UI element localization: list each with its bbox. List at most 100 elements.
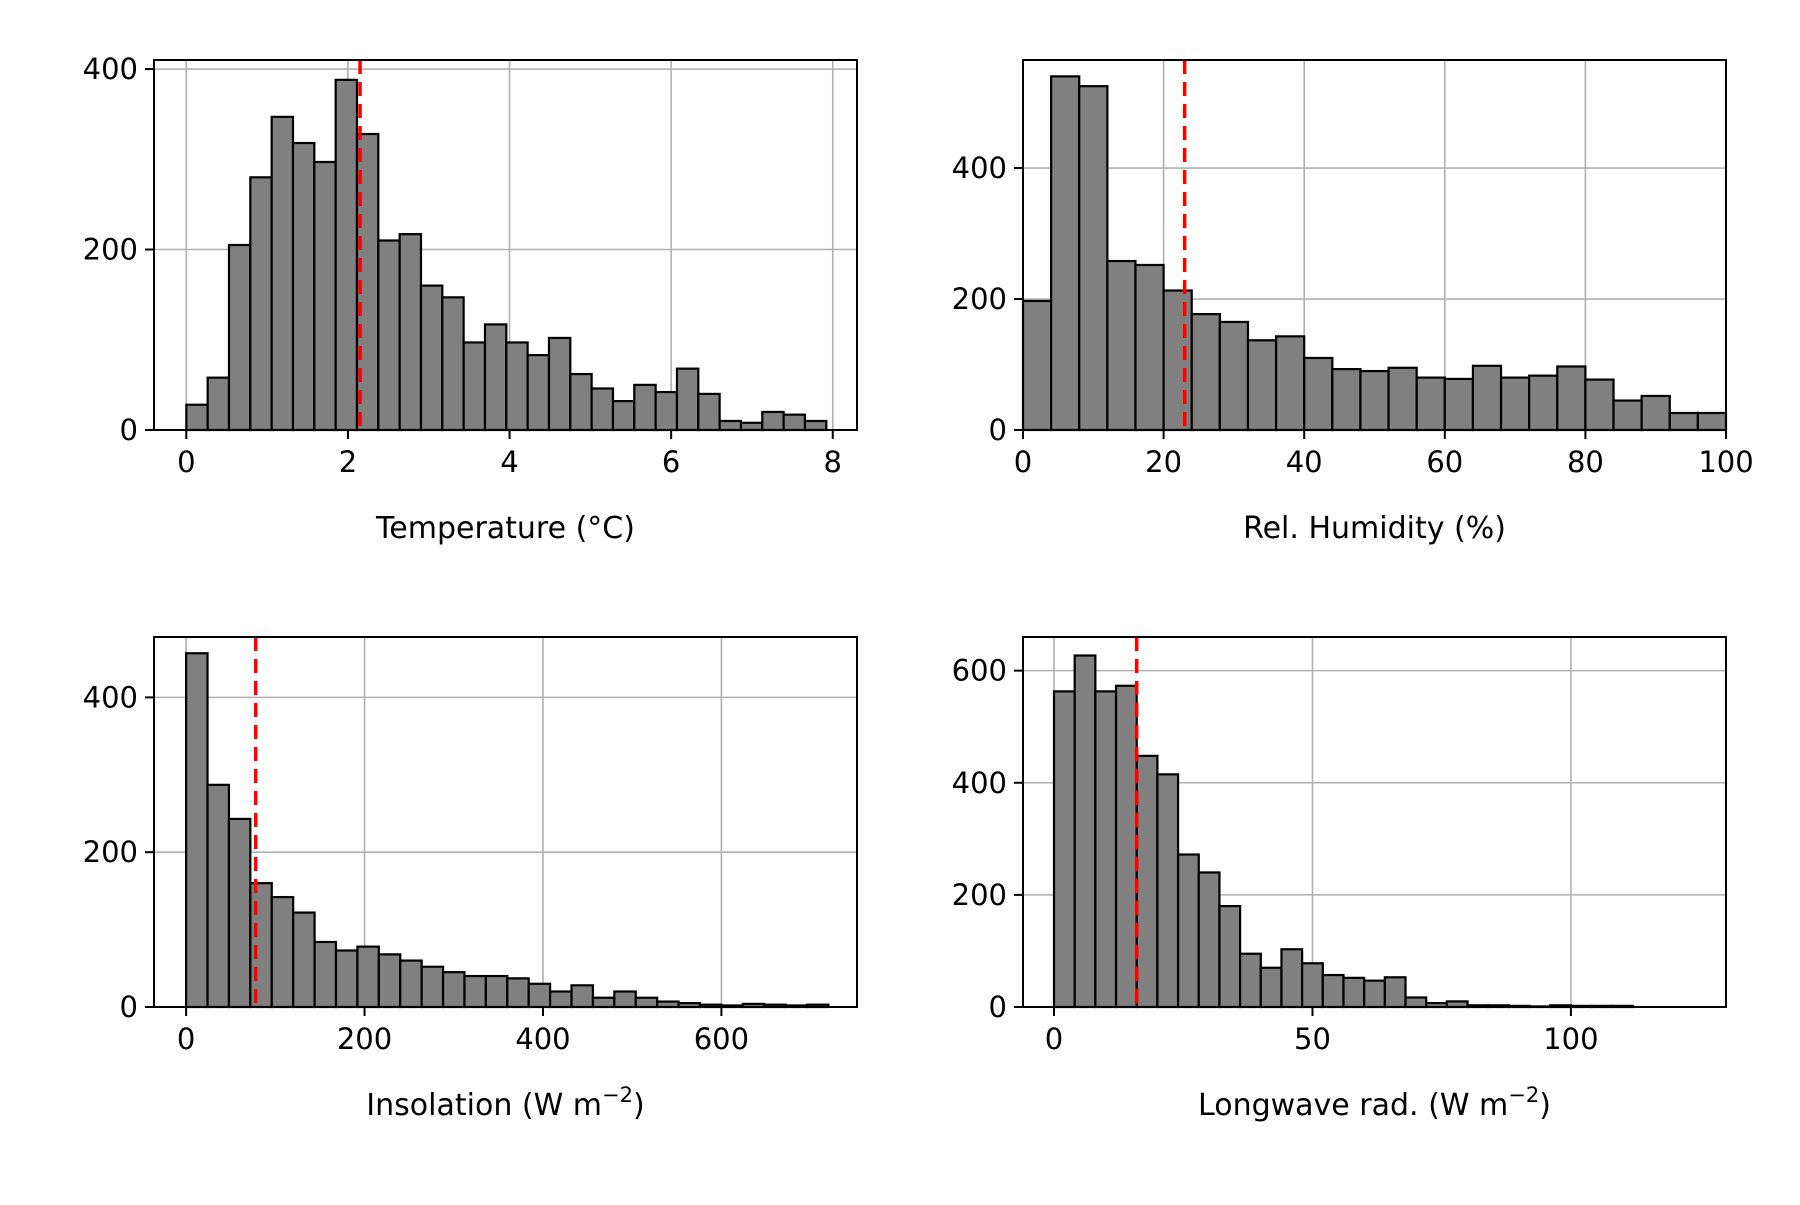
x-axis-label: Rel. Humidity (%) — [1243, 511, 1506, 546]
histogram-bar — [1156, 773, 1180, 1009]
histogram-bar — [1363, 979, 1386, 1009]
histogram-bar — [505, 341, 529, 432]
x-tick-label: 0 — [177, 1022, 195, 1056]
histogram-bar — [1668, 411, 1699, 432]
histogram-bar — [1584, 378, 1615, 432]
histogram-bar — [718, 419, 743, 432]
histogram-bar — [1218, 904, 1242, 1009]
x-axis-label: Temperature (°C) — [375, 511, 635, 546]
histogram-bar — [1021, 299, 1053, 432]
histogram-bar — [356, 945, 380, 1009]
histogram-bar — [420, 965, 445, 1009]
histogram-panel-2: 0 20 40 60 80 100 0 200 400 Rel. Humidity (%) — [952, 59, 1754, 546]
x-axis-label-text: Longwave rad. (W m — [1198, 1088, 1508, 1123]
histogram-bar — [377, 953, 402, 1009]
histogram-bar — [1404, 996, 1428, 1009]
histogram-bar — [526, 353, 551, 432]
histogram-bar — [484, 974, 509, 1009]
x-tick-label: 20 — [1145, 445, 1182, 479]
histogram-bar — [441, 296, 465, 432]
histogram-bar — [313, 160, 337, 432]
x-tick-label: 0 — [1045, 1022, 1063, 1056]
histogram-bars — [1021, 75, 1728, 432]
histogram-bar — [1383, 976, 1407, 1009]
histogram-bar — [292, 911, 316, 1009]
histogram-bar — [634, 996, 659, 1009]
x-tick-label: 400 — [515, 1022, 570, 1056]
histogram-bar — [463, 974, 487, 1009]
histogram-bar — [1321, 973, 1345, 1009]
x-tick-label: 80 — [1567, 445, 1604, 479]
histogram-bar — [1471, 364, 1503, 432]
histogram-bar — [399, 959, 423, 1009]
y-tick-label: 0 — [989, 990, 1007, 1024]
x-axis-label-text: Temperature (°C) — [375, 511, 635, 546]
histogram-bar — [1135, 754, 1159, 1009]
histogram-bar — [1280, 948, 1304, 1009]
x-tick-label: 0 — [1014, 445, 1032, 479]
y-tick-label: 0 — [120, 990, 138, 1024]
x-axis-label: Insolation (W m−2) — [366, 1083, 644, 1123]
histogram-panel-1: 0 2 4 6 8 0 200 400 Temperature (°C) — [83, 52, 858, 546]
histogram-bar — [1134, 263, 1165, 432]
axes-frame — [153, 636, 858, 1008]
histogram-bar — [419, 284, 444, 432]
y-tick-label: 400 — [952, 766, 1007, 800]
histogram-bar — [570, 984, 595, 1009]
histogram-bars — [1052, 654, 1635, 1009]
histogram-bar — [549, 990, 573, 1009]
y-tick-label: 400 — [83, 52, 138, 86]
histogram-bar — [1239, 952, 1262, 1009]
x-tick-label: 200 — [337, 1022, 392, 1056]
histogram-bar — [377, 239, 401, 432]
y-tick-label: 200 — [83, 835, 138, 869]
x-tick-label: 4 — [500, 445, 518, 479]
y-tick-label: 200 — [952, 282, 1007, 316]
histogram-bar — [633, 383, 657, 432]
histogram-bar — [1331, 367, 1362, 432]
histogram-bar — [1259, 966, 1283, 1009]
histogram-bar — [227, 817, 252, 1009]
histogram-bar — [227, 243, 252, 432]
axes-frame — [153, 59, 858, 431]
histogram-bar — [611, 400, 636, 432]
histogram-bar — [569, 372, 593, 432]
y-tick-label: 0 — [120, 413, 138, 447]
x-tick-label: 100 — [1698, 445, 1753, 479]
histogram-bar — [590, 387, 615, 432]
histogram-bar — [1556, 365, 1587, 432]
y-tick-label: 200 — [83, 233, 138, 267]
histogram-bar — [206, 783, 231, 1009]
histogram-bars — [185, 78, 828, 432]
histogram-bar — [1274, 335, 1306, 432]
axes-frame — [1022, 636, 1727, 1008]
x-tick-label: 40 — [1286, 445, 1323, 479]
y-tick-label: 0 — [989, 413, 1007, 447]
histogram-bar — [483, 323, 508, 432]
histogram-bar — [506, 977, 530, 1009]
histogram-bar — [613, 990, 637, 1009]
histogram-bar — [334, 78, 359, 432]
histogram-bar — [1197, 871, 1221, 1009]
histogram-bar — [291, 141, 316, 432]
histogram-bar — [1443, 377, 1475, 432]
y-tick-label: 400 — [83, 680, 138, 714]
y-tick-label: 600 — [952, 654, 1007, 688]
x-axis-label-text: Rel. Humidity (%) — [1243, 511, 1506, 546]
histogram-bar — [1218, 320, 1250, 432]
histogram-bar — [1073, 654, 1097, 1009]
x-axis-label-end: ) — [1539, 1088, 1551, 1123]
x-tick-label: 50 — [1294, 1022, 1331, 1056]
histogram-bar — [1303, 356, 1334, 432]
histogram-bar — [1528, 374, 1559, 432]
x-tick-label: 6 — [662, 445, 680, 479]
histogram-bar — [1301, 962, 1324, 1009]
histogram-bar — [185, 403, 209, 432]
x-tick-label: 60 — [1426, 445, 1463, 479]
histogram-bar — [1359, 369, 1390, 432]
histogram-bar — [547, 336, 572, 432]
x-axis-label: Longwave rad. (W m−2) — [1198, 1083, 1551, 1123]
histogram-bar — [1050, 75, 1081, 432]
histogram-bar — [270, 895, 295, 1009]
histogram-bar — [1612, 399, 1643, 432]
